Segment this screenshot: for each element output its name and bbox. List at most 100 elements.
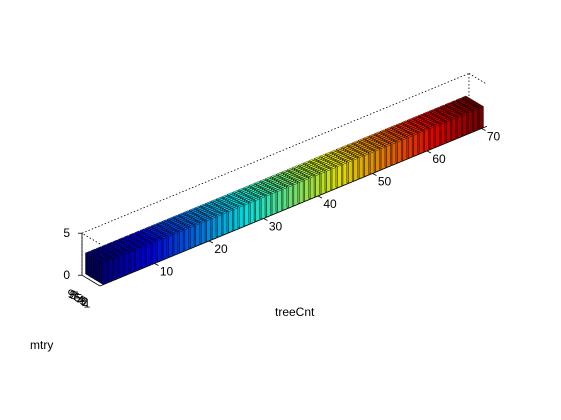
bar-side (335, 165, 338, 189)
bar (477, 105, 484, 130)
bar (400, 136, 408, 162)
bar (297, 179, 305, 204)
bar (193, 222, 201, 247)
bar (346, 159, 354, 184)
bar (460, 112, 468, 137)
bar-side (89, 255, 92, 278)
bar (215, 213, 223, 238)
bar-side (128, 251, 131, 274)
bar-side (286, 185, 289, 209)
y-axis-line (81, 274, 101, 287)
bar-side (188, 226, 191, 249)
bar-side (466, 111, 469, 135)
bar (259, 195, 266, 220)
bar-side (172, 233, 175, 256)
bar (210, 215, 217, 240)
bar (155, 238, 163, 263)
x-tick-label: 50 (378, 175, 392, 189)
x-axis-label: treeCnt (275, 305, 315, 319)
bar-side (177, 230, 180, 254)
bar (117, 253, 125, 279)
bar-side (406, 136, 409, 159)
x-tick-label: 70 (487, 130, 501, 144)
bar-side (455, 116, 458, 139)
bar-side (106, 260, 109, 283)
y-tick-label: 2 (82, 295, 89, 309)
bar-front (478, 106, 484, 130)
y-tick-label: 8 (70, 288, 77, 302)
bar-side (379, 147, 382, 171)
bar (417, 130, 424, 155)
bar-side (259, 197, 262, 220)
bar (357, 154, 364, 180)
bar (373, 148, 381, 173)
bar (144, 242, 152, 267)
bar-side (133, 248, 136, 272)
x-tick-label: 10 (160, 265, 174, 279)
bar-side (221, 212, 224, 236)
bar (275, 188, 283, 213)
bar (199, 220, 206, 245)
bar-side (275, 190, 278, 213)
bar-side (313, 174, 316, 198)
bar-side (99, 261, 102, 284)
bar (264, 193, 272, 218)
bar-side (95, 258, 98, 282)
bar-side (341, 163, 344, 186)
bar-side (248, 201, 251, 225)
bar (270, 190, 277, 216)
bar-side (428, 127, 431, 150)
bar (428, 125, 435, 150)
bar (177, 229, 185, 254)
bar-side (362, 154, 365, 177)
bar-side (210, 217, 213, 240)
bar-side (395, 140, 398, 164)
bar (253, 197, 261, 222)
bar-side (226, 210, 229, 234)
bar (150, 240, 157, 265)
bar-side (308, 176, 311, 200)
bar-side (91, 256, 94, 279)
bar (384, 143, 392, 168)
bars (85, 95, 484, 285)
bar-side (87, 253, 90, 277)
bar-side (444, 120, 447, 144)
bar (389, 141, 397, 166)
bar-side (439, 122, 442, 146)
bar (329, 166, 337, 191)
bar (422, 127, 430, 153)
bar-side (204, 219, 207, 243)
bar-side (253, 199, 256, 222)
bar (242, 202, 250, 227)
bar (351, 157, 359, 182)
bar (379, 145, 386, 171)
x-tick-label: 30 (269, 220, 283, 234)
bar-side (357, 156, 360, 180)
bar (188, 224, 196, 249)
bar-side (144, 244, 147, 267)
bar-side (166, 235, 169, 258)
bar-side (433, 125, 436, 148)
bar-side (117, 255, 120, 279)
bar-side (450, 118, 453, 141)
bar (455, 114, 463, 139)
box-edge-right-top (468, 73, 488, 85)
bar-side (373, 149, 376, 173)
bar (291, 181, 299, 207)
bar-side (411, 134, 414, 157)
bar-side (270, 192, 273, 216)
bar (128, 249, 136, 274)
z-tick-label: 5 (63, 226, 70, 240)
bar-side (199, 221, 202, 245)
bar (204, 217, 212, 243)
bar-side (123, 253, 126, 276)
bar (286, 184, 294, 209)
bar-side (101, 262, 104, 285)
x-tick-mark (426, 150, 432, 154)
bar (106, 258, 114, 283)
bar (302, 177, 310, 202)
bar (166, 233, 174, 258)
y-axis-label: mtry (30, 338, 53, 352)
bar (438, 121, 446, 146)
